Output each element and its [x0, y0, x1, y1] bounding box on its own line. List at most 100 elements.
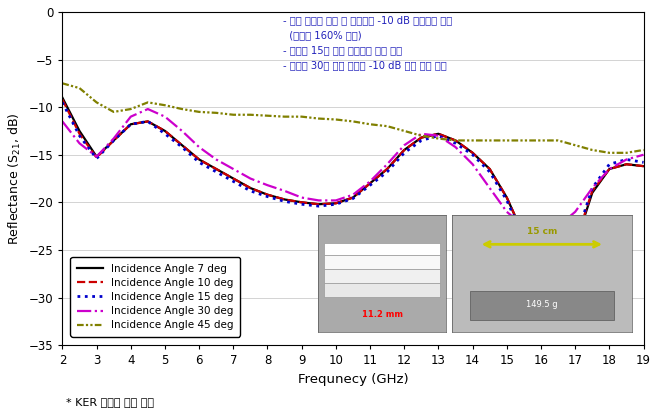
Incidence Angle 15 deg — [571, 238, 579, 243]
Incidence Angle 7 deg — [178, 143, 186, 148]
Incidence Angle 15 deg — [451, 141, 459, 146]
X-axis label: Frequnecy (GHz): Frequnecy (GHz) — [297, 373, 408, 386]
Incidence Angle 45 deg — [230, 112, 238, 117]
Incidence Angle 45 deg — [486, 138, 494, 143]
Incidence Angle 7 deg — [144, 119, 152, 124]
Incidence Angle 7 deg — [59, 95, 66, 100]
Incidence Angle 45 deg — [110, 110, 118, 115]
Incidence Angle 45 deg — [161, 103, 169, 108]
Incidence Angle 10 deg — [264, 192, 272, 197]
Incidence Angle 15 deg — [127, 122, 135, 127]
Incidence Angle 7 deg — [554, 268, 562, 273]
Incidence Angle 15 deg — [366, 183, 374, 188]
Incidence Angle 30 deg — [366, 179, 374, 184]
Incidence Angle 30 deg — [59, 119, 66, 124]
Incidence Angle 30 deg — [161, 114, 169, 119]
Incidence Angle 30 deg — [144, 107, 152, 112]
Incidence Angle 10 deg — [93, 155, 101, 160]
Incidence Angle 7 deg — [417, 135, 425, 140]
Incidence Angle 10 deg — [417, 135, 425, 140]
Incidence Angle 45 deg — [247, 112, 255, 117]
Incidence Angle 15 deg — [297, 202, 305, 207]
Incidence Angle 30 deg — [297, 195, 305, 200]
Incidence Angle 7 deg — [195, 157, 203, 162]
Incidence Angle 10 deg — [503, 195, 511, 200]
Incidence Angle 30 deg — [640, 152, 647, 157]
Incidence Angle 30 deg — [247, 176, 255, 181]
Incidence Angle 7 deg — [93, 154, 101, 159]
Incidence Angle 30 deg — [503, 209, 511, 214]
Incidence Angle 45 deg — [281, 114, 289, 119]
Incidence Angle 7 deg — [622, 162, 630, 167]
Incidence Angle 15 deg — [264, 194, 272, 199]
Incidence Angle 10 deg — [537, 262, 545, 267]
Incidence Angle 15 deg — [315, 204, 322, 209]
Incidence Angle 45 deg — [332, 117, 340, 122]
Incidence Angle 7 deg — [332, 201, 340, 206]
Incidence Angle 45 deg — [400, 128, 408, 133]
Incidence Angle 10 deg — [520, 233, 528, 238]
Incidence Angle 15 deg — [554, 267, 562, 272]
Incidence Angle 30 deg — [230, 166, 238, 171]
Incidence Angle 45 deg — [264, 113, 272, 118]
Incidence Angle 45 deg — [349, 119, 357, 124]
Legend: Incidence Angle 7 deg, Incidence Angle 10 deg, Incidence Angle 15 deg, Incidence: Incidence Angle 7 deg, Incidence Angle 1… — [70, 257, 240, 337]
Incidence Angle 15 deg — [332, 202, 340, 207]
Incidence Angle 15 deg — [247, 189, 255, 193]
Incidence Angle 30 deg — [264, 183, 272, 188]
Line: Incidence Angle 45 deg: Incidence Angle 45 deg — [63, 83, 644, 153]
Incidence Angle 7 deg — [571, 243, 579, 247]
Text: * KER 광대역 측정 결과: * KER 광대역 측정 결과 — [66, 397, 154, 407]
Incidence Angle 45 deg — [571, 143, 579, 148]
Incidence Angle 10 deg — [195, 157, 203, 162]
Incidence Angle 7 deg — [468, 151, 476, 155]
Incidence Angle 10 deg — [127, 122, 135, 127]
Incidence Angle 45 deg — [315, 116, 322, 121]
Incidence Angle 10 deg — [247, 186, 255, 191]
Incidence Angle 7 deg — [349, 195, 357, 200]
Incidence Angle 30 deg — [93, 154, 101, 159]
Incidence Angle 45 deg — [417, 133, 425, 138]
Incidence Angle 7 deg — [605, 166, 613, 171]
Text: - 설계 주파수 대역 내 흥수성능 -10 dB 흥수성능 확인
  (대역폭 160% 이상)
- 입사각 15도 이내 흥수성능 저하 최소
- 입사각 : - 설계 주파수 대역 내 흥수성능 -10 dB 흥수성능 확인 (대역폭 1… — [283, 15, 453, 70]
Incidence Angle 15 deg — [144, 119, 152, 124]
Incidence Angle 30 deg — [76, 141, 84, 146]
Incidence Angle 30 deg — [195, 145, 203, 150]
Incidence Angle 45 deg — [383, 124, 391, 128]
Incidence Angle 7 deg — [315, 202, 322, 207]
Incidence Angle 45 deg — [127, 107, 135, 112]
Incidence Angle 45 deg — [503, 138, 511, 143]
Incidence Angle 10 deg — [605, 166, 613, 171]
Incidence Angle 7 deg — [400, 148, 408, 153]
Incidence Angle 45 deg — [520, 138, 528, 143]
Incidence Angle 45 deg — [76, 85, 84, 90]
Incidence Angle 45 deg — [605, 151, 613, 155]
Incidence Angle 45 deg — [297, 114, 305, 119]
Incidence Angle 30 deg — [213, 157, 220, 162]
Incidence Angle 15 deg — [110, 138, 118, 143]
Incidence Angle 7 deg — [451, 138, 459, 143]
Incidence Angle 30 deg — [554, 224, 562, 229]
Line: Incidence Angle 10 deg: Incidence Angle 10 deg — [63, 99, 644, 270]
Incidence Angle 10 deg — [76, 131, 84, 136]
Incidence Angle 10 deg — [366, 181, 374, 186]
Incidence Angle 10 deg — [230, 176, 238, 181]
Incidence Angle 45 deg — [366, 122, 374, 127]
Incidence Angle 30 deg — [622, 157, 630, 162]
Incidence Angle 10 deg — [178, 143, 186, 148]
Incidence Angle 45 deg — [213, 110, 220, 115]
Incidence Angle 7 deg — [264, 192, 272, 197]
Incidence Angle 45 deg — [588, 148, 596, 153]
Incidence Angle 30 deg — [468, 162, 476, 167]
Incidence Angle 30 deg — [571, 209, 579, 214]
Incidence Angle 15 deg — [486, 169, 494, 174]
Incidence Angle 15 deg — [93, 156, 101, 161]
Line: Incidence Angle 7 deg: Incidence Angle 7 deg — [63, 98, 644, 271]
Incidence Angle 10 deg — [332, 201, 340, 206]
Incidence Angle 10 deg — [110, 138, 118, 143]
Incidence Angle 10 deg — [383, 166, 391, 171]
Incidence Angle 30 deg — [315, 198, 322, 203]
Incidence Angle 7 deg — [434, 131, 442, 136]
Incidence Angle 30 deg — [383, 162, 391, 167]
Incidence Angle 30 deg — [520, 224, 528, 229]
